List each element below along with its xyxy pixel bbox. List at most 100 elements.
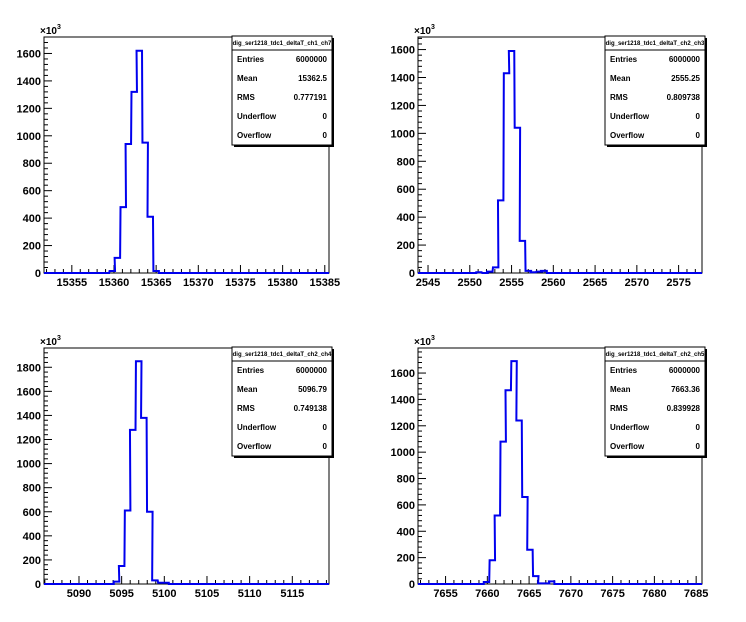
histogram-panel: 0 200 400 600 800 1000 1200 1400 1600 15355 15360 1… <box>17 24 341 289</box>
stats-row-label: Mean <box>237 74 258 83</box>
stats-row-value: 2555.25 <box>671 74 700 83</box>
y-multiplier-label: ×103 <box>414 335 435 348</box>
x-tick-label: 7665 <box>517 588 541 600</box>
histogram-bin <box>131 92 136 273</box>
stats-row-value: 5096.79 <box>298 385 327 394</box>
stats-title: dig_ser1218_tdc1_deltaT_ch2_ch3 <box>606 41 705 47</box>
y-multiplier-exponent: 3 <box>57 24 61 31</box>
y-tick-label: 800 <box>397 156 415 168</box>
y-tick-label: 800 <box>23 483 41 495</box>
x-tick-label: 15375 <box>225 277 256 289</box>
stats-title: dig_ser1218_tdc1_deltaT_ch2_ch5 <box>606 352 705 358</box>
x-tick-label: 15360 <box>99 277 130 289</box>
y-tick-label: 0 <box>409 579 415 591</box>
x-tick-label: 15370 <box>183 277 214 289</box>
y-multiplier-label: ×103 <box>414 24 435 37</box>
stats-row-value: 6000000 <box>296 366 328 375</box>
stats-row-value: 7663.36 <box>671 385 700 394</box>
y-tick-label: 0 <box>35 268 41 280</box>
stats-box-frame <box>604 346 706 457</box>
stats-row-value: 0 <box>323 423 328 432</box>
stats-row-label: Entries <box>610 55 638 64</box>
y-tick-label: 400 <box>397 526 415 538</box>
stats-row-label: RMS <box>610 404 628 413</box>
stats-row-label: Overflow <box>610 131 645 140</box>
y-multiplier-label: ×103 <box>40 335 61 348</box>
stats-row-value: 0.777191 <box>294 93 328 102</box>
y-tick-label: 1200 <box>17 103 41 115</box>
histogram-panel: 0 200 400 600 800 1000 1200 1400 1600 1800 5090 509… <box>17 335 334 600</box>
stats-row-label: RMS <box>237 404 255 413</box>
stats-row-value: 0 <box>696 112 701 121</box>
x-tick-label: 2570 <box>625 277 649 289</box>
stats-row-value: 0 <box>696 423 701 432</box>
histogram-series-line <box>418 360 702 585</box>
x-tick-label: 5105 <box>195 588 219 600</box>
stats-box-frame <box>604 35 706 146</box>
x-tick-label: 15365 <box>141 277 172 289</box>
stats-row-label: Entries <box>237 55 265 64</box>
y-tick-label: 600 <box>397 500 415 512</box>
stats-row-value: 0.749138 <box>294 404 328 413</box>
x-tick-label: 15385 <box>309 277 340 289</box>
histogram-panel: 0 200 400 600 800 1000 1200 1400 1600 2545 2550 255… <box>391 24 707 289</box>
stats-box: dig_ser1218_tdc1_deltaT_ch1_ch7 Entries 60… <box>231 35 334 147</box>
stats-row-value: 6000000 <box>669 366 701 375</box>
stats-row-value: 0 <box>696 131 701 140</box>
stats-row-label: Mean <box>610 74 631 83</box>
y-tick-label: 200 <box>23 555 41 567</box>
y-tick-label: 1400 <box>17 410 41 422</box>
y-tick-label: 800 <box>23 158 41 170</box>
y-tick-label: 1000 <box>17 459 41 471</box>
stats-row-value: 0.839928 <box>667 404 701 413</box>
y-multiplier-exponent: 3 <box>57 335 61 342</box>
stats-row-value: 0.809738 <box>667 93 701 102</box>
stats-row-label: Entries <box>610 366 638 375</box>
stats-row-label: Overflow <box>610 442 645 451</box>
stats-box-frame <box>231 346 333 457</box>
stats-row-label: Mean <box>610 385 631 394</box>
stats-row-label: Underflow <box>610 423 650 432</box>
y-tick-label: 1000 <box>17 131 41 143</box>
stats-row-value: 0 <box>323 131 328 140</box>
y-tick-label: 1000 <box>391 128 415 140</box>
stats-row-value: 0 <box>323 442 328 451</box>
stats-row-value: 15362.5 <box>298 74 327 83</box>
y-tick-label: 400 <box>397 212 415 224</box>
y-tick-label: 400 <box>23 213 41 225</box>
y-multiplier-exponent: 3 <box>431 335 435 342</box>
y-tick-label: 1200 <box>391 100 415 112</box>
y-tick-label: 1600 <box>391 368 415 380</box>
y-multiplier-label: ×103 <box>40 24 61 37</box>
stats-title: dig_ser1218_tdc1_deltaT_ch2_ch4 <box>233 352 332 358</box>
x-tick-label: 7680 <box>642 588 666 600</box>
y-tick-label: 1600 <box>17 48 41 60</box>
y-tick-label: 600 <box>23 507 41 519</box>
y-tick-label: 200 <box>397 553 415 565</box>
stats-title: dig_ser1218_tdc1_deltaT_ch1_ch7 <box>233 41 332 47</box>
x-tick-label: 5100 <box>152 588 176 600</box>
x-tick-label: 2555 <box>499 277 523 289</box>
x-tick-label: 7670 <box>559 588 583 600</box>
stats-row-value: 0 <box>323 112 328 121</box>
stats-row-label: Underflow <box>237 112 277 121</box>
y-tick-label: 1000 <box>391 447 415 459</box>
stats-row-value: 0 <box>696 442 701 451</box>
histogram-series-line <box>44 49 329 274</box>
stats-row-label: RMS <box>237 93 255 102</box>
histogram-panel: 0 200 400 600 800 1000 1200 1400 1600 7655 7660 766… <box>391 335 709 600</box>
stats-row-label: Mean <box>237 385 258 394</box>
y-tick-label: 1200 <box>17 435 41 447</box>
y-multiplier-base: ×10 <box>414 337 431 348</box>
stats-row-value: 6000000 <box>669 55 701 64</box>
stats-row-label: Overflow <box>237 442 272 451</box>
x-tick-label: 5095 <box>109 588 133 600</box>
histogram-series-line <box>418 49 702 274</box>
x-tick-label: 7675 <box>600 588 624 600</box>
x-tick-label: 2545 <box>416 277 440 289</box>
x-tick-label: 2560 <box>541 277 565 289</box>
x-tick-label: 7685 <box>684 588 708 600</box>
x-tick-label: 15355 <box>57 277 88 289</box>
x-tick-label: 2565 <box>583 277 607 289</box>
